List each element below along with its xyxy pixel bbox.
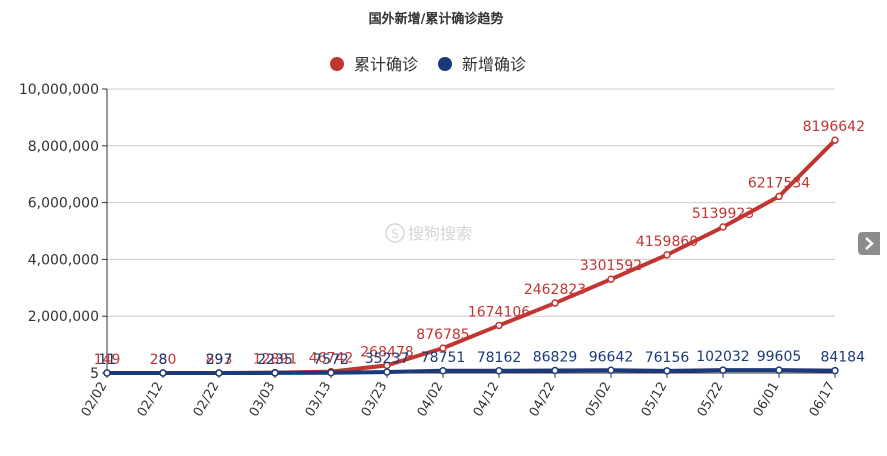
series-new-point: [775, 366, 783, 374]
series-new-data-label: 11: [98, 352, 116, 368]
x-tick-label: 04/22: [527, 380, 559, 420]
y-tick-label: 10,000,000: [19, 82, 99, 98]
legend-label-new: 新增确诊: [462, 55, 526, 74]
legend-marker-new: [438, 57, 452, 71]
series-cumulative-data-label: 46742: [309, 351, 354, 367]
series-new-point: [327, 369, 335, 377]
series-cumulative-data-label: 268478: [360, 344, 413, 360]
y-tick-label: 5: [90, 366, 99, 382]
series-new-data-label: 78162: [477, 350, 522, 366]
series-new-point: [607, 366, 615, 375]
x-tick-label: 04/02: [415, 380, 447, 420]
series-cumulative-data-label: 280: [150, 352, 177, 368]
y-tick-label: 4,000,000: [28, 252, 99, 268]
series-cumulative-point: [831, 136, 839, 144]
series-new-data-label: 76156: [645, 350, 690, 366]
series-new-data-label: 8: [159, 352, 168, 368]
series-new-line: [105, 368, 837, 375]
series-new-data-label: 102032: [696, 349, 749, 365]
chart-title: 国外新增/累计确诊趋势: [369, 11, 504, 27]
x-tick-label: 05/12: [639, 380, 671, 420]
series-cumulative-point: [439, 344, 447, 352]
series-new-data-label: 99605: [757, 349, 802, 365]
series-cumulative-point: [551, 299, 559, 307]
x-tick-label: 02/02: [79, 380, 111, 420]
series-cumulative-data-label: 149: [94, 352, 121, 368]
series-new-point: [159, 369, 167, 377]
series-new-data-label: 297: [206, 352, 233, 368]
series-new-point: [439, 367, 447, 375]
watermark-logo: [385, 223, 405, 243]
legend-item-new[interactable]: 新增确诊: [438, 55, 526, 74]
series-cumulative-data-label: 893: [206, 352, 233, 368]
series-cumulative-point: [719, 223, 727, 231]
x-tick-label: 06/01: [751, 380, 783, 420]
series-new-data-label: 35237: [365, 351, 410, 367]
series-new-point: [831, 366, 839, 375]
series-new-point: [551, 366, 559, 375]
legend-marker-cumulative: [330, 57, 344, 71]
series-cumulative-data-label: 8196642: [803, 119, 865, 135]
x-tick-label: 06/17: [807, 380, 839, 420]
watermark: S 搜狗搜索: [385, 223, 472, 243]
series-cumulative-data-label: 5139923: [692, 206, 754, 222]
series-cumulative-data-label: 6217534: [748, 175, 810, 191]
series-new-data-label: 7572: [313, 352, 349, 368]
series-new-point: [719, 366, 727, 374]
x-tick-label: 05/02: [583, 380, 615, 420]
x-tick-label: 03/23: [359, 380, 391, 420]
watermark-text: 搜狗搜索: [408, 224, 472, 243]
x-tick-label: 02/22: [191, 380, 223, 420]
x-tick-label: 03/13: [303, 380, 335, 420]
next-button[interactable]: [858, 232, 880, 255]
series-new-data-label: 84184: [820, 350, 865, 366]
series-new-point: [271, 369, 279, 377]
series-cumulative-point: [607, 275, 615, 283]
series-cumulative-data-label: 12891: [253, 352, 298, 368]
legend-item-cumulative[interactable]: 累计确诊: [330, 55, 418, 74]
series-new-data-label: 86829: [533, 350, 578, 366]
series-new-point: [103, 369, 111, 377]
series-new-point: [663, 367, 671, 375]
series-cumulative-line: [105, 138, 837, 375]
series-cumulative-data-label: 2462823: [524, 282, 586, 298]
series-cumulative-data-label: 876785: [416, 327, 469, 343]
legend-label-cumulative: 累计确诊: [354, 55, 418, 74]
series-new-data-label: 96642: [589, 349, 634, 365]
series-cumulative-data-label: 1674106: [468, 304, 530, 320]
series-cumulative-data-label: 3301592: [580, 258, 642, 274]
series-new-point: [495, 367, 503, 375]
series-cumulative-point: [663, 251, 671, 259]
series-new-point: [383, 368, 391, 376]
series-cumulative-data-label: 4159860: [636, 234, 698, 250]
y-tick-label: 6,000,000: [28, 196, 99, 212]
x-tick-label: 04/12: [471, 380, 503, 420]
series-cumulative-point: [495, 321, 503, 330]
watermark-logo-letter: S: [391, 227, 399, 241]
series-new-point: [215, 369, 223, 377]
chevron-right-icon: [865, 237, 874, 250]
x-tick-label: 05/22: [695, 380, 727, 420]
series-new-data-label: 2235: [257, 352, 293, 368]
x-tick-label: 03/03: [247, 380, 279, 420]
y-tick-label: 8,000,000: [28, 139, 99, 155]
legend[interactable]: 累计确诊 新增确诊: [330, 55, 526, 74]
x-tick-label: 02/12: [135, 380, 167, 420]
series-cumulative-point: [775, 192, 783, 201]
series-new-data-label: 78751: [421, 350, 466, 366]
y-tick-label: 2,000,000: [28, 309, 99, 325]
